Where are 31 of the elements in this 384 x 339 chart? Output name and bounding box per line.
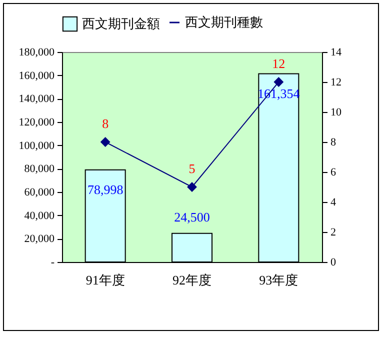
y-tick-label: 140,000 [18, 93, 55, 106]
point [100, 137, 110, 147]
y2-tick-label: 6 [330, 166, 336, 178]
y-tick-label: 100,000 [18, 140, 55, 152]
x-tick-label: 93年度 [259, 272, 298, 288]
y2-tick-label: 4 [330, 196, 336, 208]
y2-tick-label: 8 [330, 136, 336, 148]
x-tick-label: 91年度 [86, 272, 125, 288]
y2-tick-label: 12 [330, 76, 342, 88]
y-tick-label: 20,000 [24, 233, 55, 246]
y-tick-label: 40,000 [24, 210, 55, 222]
y2-tick-label: 2 [330, 226, 336, 238]
data-label: 78,998 [87, 182, 124, 197]
y-tick-label: 80,000 [24, 163, 55, 176]
y-tick-label: 160,000 [18, 70, 55, 82]
y2-tick-label: 14 [330, 46, 342, 58]
y-tick-label: 120,000 [18, 116, 55, 128]
y-tick-label: - [50, 256, 55, 268]
y2-tick-label: 0 [330, 256, 336, 268]
y-tick-label: 180,000 [18, 46, 55, 58]
x-tick-label: 92年度 [172, 272, 212, 288]
data-label: 12 [272, 56, 286, 71]
point [274, 77, 284, 87]
y-tick-label: 60,000 [24, 186, 55, 198]
point [187, 182, 197, 192]
y2-tick-label: 10 [330, 106, 342, 118]
legend-label: 西文期刊金額 [82, 16, 160, 31]
data-label: 24,500 [174, 209, 210, 224]
data-label: 8 [102, 116, 109, 131]
legend-label: 西文期刊種數 [185, 14, 263, 30]
data-label: 5 [188, 161, 196, 176]
